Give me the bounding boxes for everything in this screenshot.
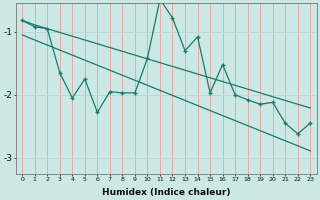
X-axis label: Humidex (Indice chaleur): Humidex (Indice chaleur) xyxy=(102,188,230,197)
